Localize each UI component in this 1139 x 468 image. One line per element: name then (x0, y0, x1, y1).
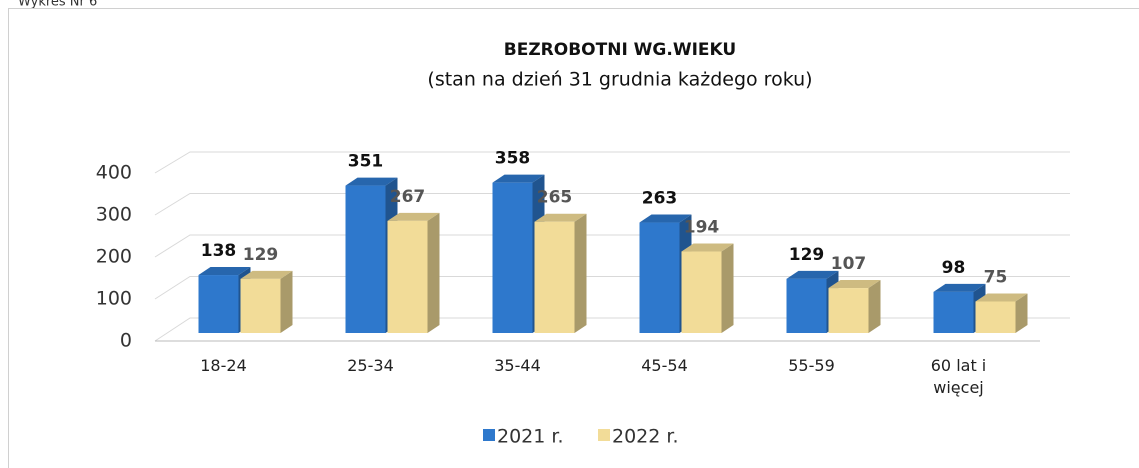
y-tick-label: 300 (96, 204, 132, 226)
data-label: 351 (348, 152, 384, 172)
grid-line (154, 276, 1070, 300)
bar-top (975, 293, 1028, 302)
x-tick-label: 60 lat i więcej (930, 356, 987, 397)
bar-side (868, 280, 881, 333)
bar (828, 288, 869, 333)
bar-top (639, 214, 692, 223)
y-tick-label: 200 (96, 246, 132, 268)
bar-top (345, 177, 398, 186)
grid-line (154, 234, 1070, 258)
grid-line (154, 151, 1070, 174)
data-label: 267 (390, 187, 426, 207)
bar-top (240, 270, 293, 279)
x-tick-label: 45-54 (641, 356, 688, 375)
data-label: 75 (984, 268, 1008, 288)
legend-swatch (598, 429, 610, 441)
bar (975, 301, 1016, 333)
bar (345, 185, 386, 333)
bar-top (681, 243, 734, 252)
bar-top (198, 267, 251, 276)
bar-top (387, 212, 440, 221)
x-tick-label: 18-24 (200, 356, 247, 375)
data-label: 107 (831, 254, 867, 274)
x-tick-label: 25-34 (347, 356, 394, 375)
data-label: 129 (243, 245, 279, 265)
bar-top (492, 174, 545, 183)
legend-label: 2021 r. (497, 426, 564, 448)
data-label: 129 (789, 245, 825, 265)
legend-swatch (483, 429, 495, 441)
grid-line (154, 317, 1070, 342)
bar (639, 222, 680, 333)
data-label: 358 (495, 149, 531, 169)
bar (786, 278, 827, 333)
data-label: 263 (642, 189, 678, 209)
bar-top (534, 213, 587, 222)
bar-side (427, 212, 440, 333)
bar (387, 220, 428, 333)
bar (534, 221, 575, 333)
bar-side (1015, 293, 1028, 333)
chart-subtitle: (stan na dzień 31 grudnia każdego roku) (427, 69, 812, 91)
caption: Wykres Nr 6 (18, 0, 97, 10)
chart-title: BEZROBOTNI WG.WIEKU (504, 40, 736, 60)
bar-top (828, 280, 881, 289)
bar (933, 291, 974, 333)
bar-side (574, 213, 587, 333)
x-tick-label: 35-44 (494, 356, 541, 375)
grid-line (154, 193, 1070, 216)
legend-label: 2022 r. (612, 426, 679, 448)
bar-top (786, 270, 839, 279)
y-tick-label: 400 (96, 162, 132, 184)
bar-side (721, 243, 734, 333)
y-tick-label: 0 (120, 330, 132, 352)
y-tick-label: 100 (96, 288, 132, 310)
bar (240, 278, 281, 333)
bar-top (933, 283, 986, 292)
bar (492, 182, 533, 333)
data-label: 138 (201, 241, 237, 261)
bar (681, 251, 722, 333)
x-tick-label: 55-59 (788, 356, 835, 375)
data-label: 98 (942, 258, 966, 278)
bar (198, 275, 239, 333)
chart-border (8, 8, 1139, 468)
bar-side (280, 270, 293, 333)
data-label: 265 (537, 188, 573, 208)
data-label: 194 (684, 218, 720, 238)
